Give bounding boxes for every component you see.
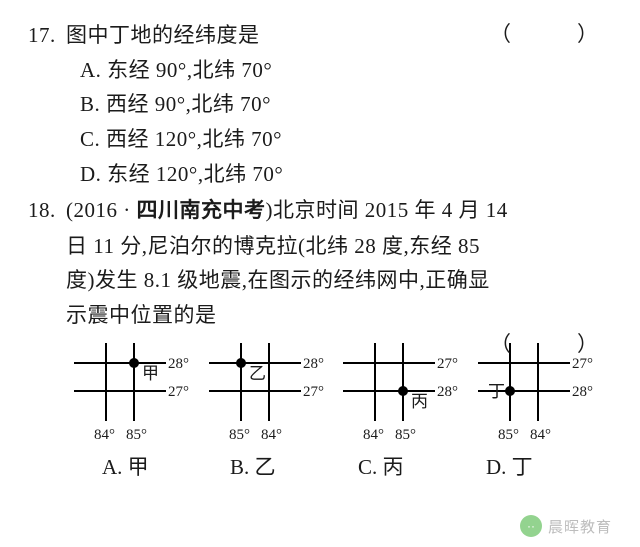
q18-answer-row: A. 甲 B. 乙 C. 丙 D. 丁: [28, 451, 612, 481]
diagram-jia: 28° 27° 84° 85° 甲: [70, 341, 202, 449]
svg-text:28°: 28°: [303, 356, 324, 372]
q18-stem1: 北京时间 2015 年 4 月 14: [273, 198, 508, 222]
svg-text:丁: 丁: [488, 382, 505, 401]
svg-text:27°: 27°: [168, 384, 189, 400]
q17-option-b: B. 西经 90°,北纬 70°: [28, 87, 612, 122]
svg-text:85°: 85°: [395, 427, 416, 443]
q18-stem-line3: 度)发生 8.1 级地震,在图示的经纬网中,正确显: [28, 263, 612, 298]
diagram-bing: 27° 28° 84° 85° 丙: [339, 341, 471, 449]
wechat-icon: ··: [520, 515, 542, 537]
svg-text:28°: 28°: [437, 384, 458, 400]
q17-paren: （ ）: [490, 18, 606, 48]
svg-text:84°: 84°: [363, 427, 384, 443]
q17-stem: 图中丁地的经纬度是: [66, 18, 260, 53]
q18-answer-b: B. 乙: [208, 451, 336, 481]
q18-answer-c: C. 丙: [336, 451, 464, 481]
svg-text:28°: 28°: [572, 384, 593, 400]
q18-answer-a: A. 甲: [80, 451, 208, 481]
svg-text:27°: 27°: [437, 356, 458, 372]
svg-text:丙: 丙: [411, 392, 428, 411]
q17-option-a: A. 东经 90°,北纬 70°: [28, 53, 612, 88]
q18-source-prefix: (2016 ·: [66, 198, 137, 222]
svg-text:84°: 84°: [94, 427, 115, 443]
svg-text:85°: 85°: [229, 427, 250, 443]
q18-number: 18.: [28, 193, 66, 229]
q18-stem-row1: 18. (2016 · 四川南充中考)北京时间 2015 年 4 月 14: [28, 193, 612, 229]
q18-stem-line2: 日 11 分,尼泊尔的博克拉(北纬 28 度,东经 85: [28, 229, 612, 264]
svg-text:27°: 27°: [572, 356, 593, 372]
q18-stem-line1: (2016 · 四川南充中考)北京时间 2015 年 4 月 14: [66, 193, 508, 229]
svg-text:85°: 85°: [498, 427, 519, 443]
q18-answer-d: D. 丁: [464, 451, 592, 481]
svg-text:84°: 84°: [261, 427, 282, 443]
svg-text:甲: 甲: [142, 364, 159, 383]
watermark: ·· 晨晖教育: [520, 515, 612, 537]
watermark-text: 晨晖教育: [548, 516, 612, 537]
q18-paren: （ ）: [490, 328, 606, 358]
diagram-yi: 28° 27° 85° 84° 乙: [205, 341, 337, 449]
q17-option-c: C. 西经 120°,北纬 70°: [28, 122, 612, 157]
svg-text:27°: 27°: [303, 384, 324, 400]
q18-source-suffix: ): [266, 198, 274, 222]
svg-text:85°: 85°: [126, 427, 147, 443]
svg-text:84°: 84°: [530, 427, 551, 443]
q17-number: 17.: [28, 18, 66, 53]
svg-text:乙: 乙: [249, 364, 266, 383]
svg-text:28°: 28°: [168, 356, 189, 372]
q17-option-d: D. 东经 120°,北纬 70°: [28, 157, 612, 192]
q18-source-bold: 四川南充中考: [137, 199, 266, 222]
